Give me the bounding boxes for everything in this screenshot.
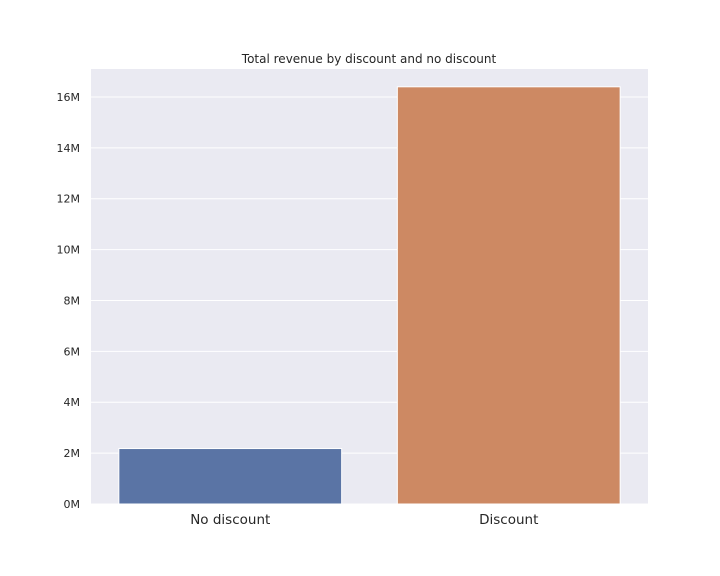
bar-discount: [396, 86, 621, 505]
y-tick-label: 2M: [64, 447, 81, 460]
x-axis: No discount Discount: [190, 512, 538, 528]
bars: [118, 86, 621, 505]
x-tick-label: No discount: [190, 512, 270, 528]
y-tick-label: 16M: [57, 91, 81, 104]
y-tick-label: 4M: [64, 396, 81, 409]
y-tick-label: 10M: [57, 244, 81, 257]
y-axis: 0M 2M 4M 6M 8M 10M 12M 14M 16M: [57, 91, 81, 511]
x-tick-label: Discount: [479, 512, 538, 528]
chart-title: Total revenue by discount and no discoun…: [241, 52, 497, 66]
y-tick-label: 0M: [64, 498, 81, 511]
y-tick-label: 14M: [57, 142, 81, 155]
y-tick-label: 6M: [64, 345, 81, 358]
bar-no-discount: [118, 448, 343, 505]
y-tick-label: 12M: [57, 193, 81, 206]
y-tick-label: 8M: [64, 294, 81, 307]
